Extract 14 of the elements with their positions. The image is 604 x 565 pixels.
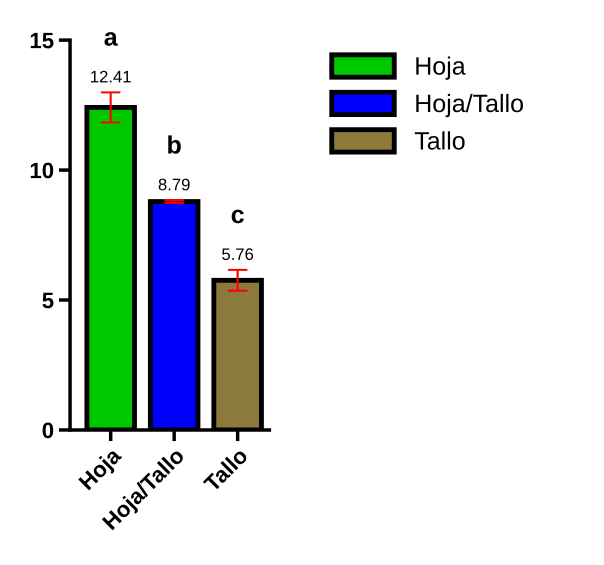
y-tick-label: 10 — [30, 162, 54, 178]
data-label: 8.79 — [158, 178, 190, 190]
annotation: c — [232, 210, 244, 224]
x-tick-label: Tallo — [202, 446, 249, 493]
legend-label: Hoja — [416, 56, 466, 80]
y-tick-label: 15 — [30, 32, 54, 48]
y-tick-label: 5 — [42, 292, 54, 308]
legend-label: Tallo — [414, 131, 465, 150]
annotation: b — [168, 135, 181, 154]
legend-label: Hoja/Tallo — [416, 94, 523, 118]
y-tick-label: 0 — [42, 422, 54, 438]
data-label: 5.76 — [222, 248, 254, 260]
data-label: 12.41 — [91, 70, 131, 82]
annotation: a — [104, 32, 118, 46]
